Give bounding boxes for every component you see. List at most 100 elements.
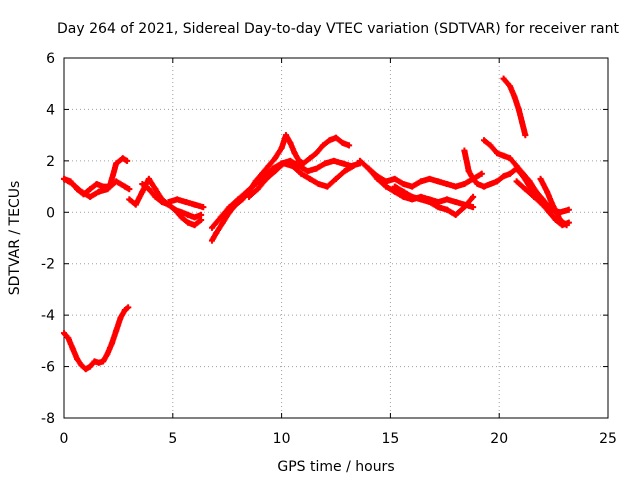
- data-point: [287, 139, 294, 146]
- data-point: [383, 183, 390, 190]
- data-point: [494, 178, 501, 185]
- data-point: [478, 170, 485, 177]
- data-point: [435, 178, 442, 185]
- series-markers: [209, 157, 363, 231]
- series-trace-g: [208, 132, 353, 244]
- data-point: [191, 201, 198, 208]
- data-point: [330, 157, 337, 164]
- data-point: [548, 206, 555, 213]
- data-point: [383, 178, 390, 185]
- data-point: [461, 147, 468, 154]
- data-point: [470, 175, 477, 182]
- x-tick-label: 0: [60, 431, 69, 447]
- data-point: [219, 219, 226, 226]
- data-point: [531, 193, 538, 200]
- data-point: [319, 142, 326, 149]
- x-tick-label: 20: [490, 431, 508, 447]
- data-point: [95, 359, 102, 366]
- data-point: [443, 206, 450, 213]
- series-markers: [481, 137, 559, 216]
- data-point: [145, 175, 152, 182]
- data-point: [400, 181, 407, 187]
- data-point: [91, 358, 98, 365]
- data-point: [452, 183, 459, 190]
- data-point: [461, 204, 468, 211]
- data-point: [113, 160, 120, 167]
- data-point: [191, 214, 198, 221]
- data-point: [494, 150, 501, 157]
- data-point: [291, 150, 298, 157]
- data-point: [174, 196, 181, 203]
- data-point: [78, 188, 85, 195]
- data-point: [104, 350, 111, 357]
- data-point: [533, 188, 540, 195]
- data-point: [435, 199, 442, 205]
- y-tick-label: 4: [46, 102, 55, 118]
- x-tick-label: 25: [599, 431, 617, 447]
- data-point: [480, 183, 487, 190]
- data-point: [171, 206, 178, 213]
- data-point: [254, 186, 261, 193]
- data-point: [417, 196, 424, 203]
- data-point: [409, 183, 416, 190]
- data-point: [333, 134, 339, 141]
- data-point: [565, 206, 572, 213]
- data-point: [217, 214, 224, 221]
- series-trace-f: [165, 196, 207, 211]
- data-point: [178, 214, 185, 221]
- series-trace-q: [513, 178, 572, 216]
- data-point: [313, 165, 320, 172]
- data-point: [409, 193, 416, 200]
- data-point: [121, 183, 128, 190]
- data-point: [520, 170, 527, 177]
- data-point: [208, 237, 215, 244]
- y-tick-label: -6: [41, 360, 55, 376]
- data-point: [139, 188, 146, 195]
- data-point: [113, 327, 120, 334]
- data-point: [245, 193, 252, 200]
- data-point: [426, 175, 433, 182]
- data-point: [296, 157, 303, 164]
- data-point: [243, 188, 250, 195]
- data-point: [470, 204, 477, 211]
- data-point: [487, 142, 494, 149]
- data-point: [158, 199, 165, 205]
- data-point: [95, 188, 102, 195]
- y-axis-label: SDTVAR / TECUs: [7, 181, 23, 296]
- data-point: [435, 204, 442, 211]
- data-point: [452, 199, 459, 205]
- data-point: [165, 199, 172, 205]
- series-trace-e: [139, 181, 205, 221]
- data-point: [522, 186, 529, 193]
- data-point: [125, 304, 132, 311]
- data-point: [278, 145, 285, 151]
- data-point: [296, 163, 303, 169]
- data-point: [265, 163, 272, 169]
- data-point: [61, 330, 67, 337]
- data-point: [537, 175, 544, 182]
- tick-layer: -8 -6 -4 -2 0 2 4 6 0 5 10 15 20 25: [41, 51, 617, 447]
- data-point: [306, 155, 313, 162]
- data-point: [139, 181, 146, 187]
- data-point: [339, 139, 346, 146]
- data-point: [426, 199, 433, 205]
- data-point: [500, 75, 507, 82]
- series-trace-n: [480, 137, 559, 216]
- y-tick-label: -8: [41, 411, 55, 427]
- data-point: [539, 196, 546, 203]
- data-point: [539, 201, 546, 208]
- data-point: [487, 181, 494, 187]
- data-point: [121, 307, 128, 313]
- data-point: [198, 211, 205, 218]
- data-point: [326, 137, 333, 144]
- data-point: [513, 163, 520, 169]
- data-point: [356, 157, 363, 164]
- chart-title: Day 264 of 2021, Sidereal Day-to-day VTE…: [57, 21, 619, 37]
- series-trace-c: [61, 175, 133, 200]
- series-trace-l: [391, 183, 477, 218]
- y-tick-label: -2: [41, 257, 55, 273]
- data-point: [235, 196, 242, 203]
- data-point: [61, 175, 67, 182]
- data-point: [78, 362, 85, 369]
- series-trace-i: [245, 160, 357, 200]
